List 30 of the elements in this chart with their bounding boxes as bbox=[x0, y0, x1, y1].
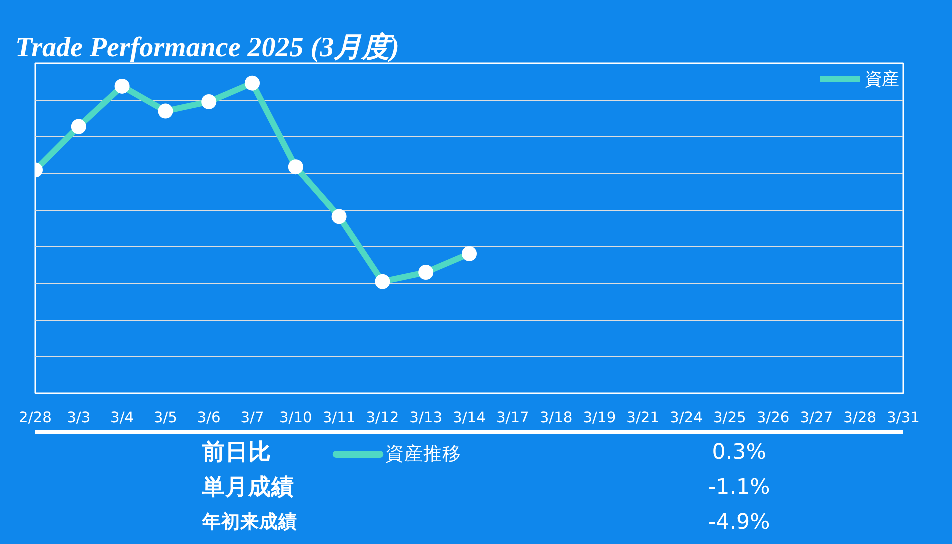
text: 単月成績 bbox=[201, 474, 294, 500]
x-tick-label: 3/17 bbox=[496, 410, 530, 426]
x-tick-label: 3/4 bbox=[110, 410, 134, 426]
x-tick-label: 3/6 bbox=[197, 410, 221, 426]
x-tick-label: 3/12 bbox=[366, 410, 400, 426]
text: -4.9% bbox=[708, 510, 770, 535]
x-tick-label: 3/31 bbox=[887, 410, 920, 426]
x-tick-label: 3/14 bbox=[453, 410, 486, 426]
x-tick-label: 2/28 bbox=[19, 410, 52, 426]
x-tick-label: 3/26 bbox=[756, 410, 790, 426]
text: 前日比 bbox=[201, 440, 272, 466]
x-tick-label: 3/3 bbox=[67, 410, 91, 426]
x-tick-label: 3/10 bbox=[279, 410, 312, 426]
x-tick-label: 3/28 bbox=[844, 410, 877, 426]
text: 年初来成績 bbox=[201, 511, 298, 533]
x-tick-label: 3/19 bbox=[583, 410, 616, 426]
x-tick-label: 3/18 bbox=[540, 410, 573, 426]
chart-title: Trade Performance 2025 (3月度) bbox=[16, 32, 400, 64]
x-tick-label: 3/13 bbox=[410, 410, 443, 426]
legend-label: 資産 bbox=[865, 69, 899, 91]
x-tick-label: 3/21 bbox=[626, 410, 660, 426]
x-tick-label: 3/11 bbox=[322, 410, 356, 426]
x-tick-label: 3/24 bbox=[670, 410, 703, 426]
x-tick-label: 3/27 bbox=[800, 410, 834, 426]
text: 資産推移 bbox=[386, 443, 462, 465]
x-tick-label: 3/5 bbox=[154, 410, 178, 426]
x-tick-label: 3/7 bbox=[240, 410, 264, 426]
text: 0.3% bbox=[712, 440, 766, 465]
text: -1.1% bbox=[708, 475, 770, 500]
x-tick-label: 3/25 bbox=[713, 410, 746, 426]
